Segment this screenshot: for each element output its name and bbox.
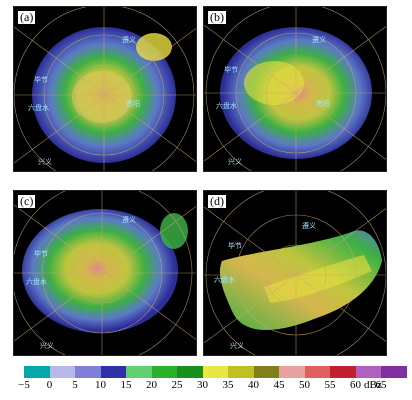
- color-scale-segment: [253, 366, 279, 378]
- place-label: 兴义: [228, 158, 242, 166]
- color-scale-segment: [126, 366, 152, 378]
- color-scale-tick-label: 55: [324, 379, 336, 391]
- color-scale-segment: [202, 366, 228, 378]
- color-scale-tick-label: 60: [350, 379, 361, 391]
- color-scale-tick-label: 25: [171, 379, 183, 391]
- place-label: 遵义: [312, 36, 326, 44]
- color-scale-unit: dBz: [364, 379, 382, 391]
- color-scale-tick-label: 40: [248, 379, 259, 391]
- radar-image-a: [14, 7, 196, 171]
- place-label: 毕节: [34, 250, 48, 258]
- panel-label-c: (c): [17, 194, 37, 209]
- color-scale-segment: [279, 366, 305, 378]
- place-label: 毕节: [34, 76, 48, 84]
- color-scale-segment: [381, 366, 407, 378]
- place-label: 遵义: [122, 36, 136, 44]
- color-scale-bar: [24, 366, 407, 378]
- place-label: 贵阳: [316, 100, 330, 108]
- color-scale-segment: [355, 366, 381, 378]
- place-label: 贵阳: [126, 100, 140, 108]
- color-scale-segment: [75, 366, 101, 378]
- color-scale-segment: [151, 366, 177, 378]
- radar-image-b: [204, 7, 386, 171]
- color-scale-tick-label: −5: [18, 379, 30, 391]
- panel-label-d: (d): [207, 194, 227, 209]
- radar-image-d: [204, 191, 386, 355]
- place-label: 毕节: [224, 66, 238, 74]
- place-label: 遵义: [302, 222, 316, 230]
- place-label: 六盘水: [214, 276, 235, 284]
- color-scale-tick-label: 35: [222, 379, 234, 391]
- radar-panel-a: (a) 遵义 毕节 六盘水 兴义 贵阳: [13, 6, 197, 172]
- color-scale-tick-label: 5: [72, 379, 78, 391]
- color-scale-tick-label: 0: [46, 379, 53, 391]
- color-scale-tick-label: 65: [375, 379, 387, 391]
- color-scale-tick-label: 20: [146, 379, 157, 391]
- color-scale-tick-label: 15: [120, 379, 132, 391]
- place-label: 六盘水: [216, 102, 237, 110]
- color-scale-tick-label: 10: [95, 379, 106, 391]
- place-label: 兴义: [40, 342, 54, 350]
- color-scale-tick-label: 45: [273, 379, 285, 391]
- color-scale-ticks: −5 0 5 10 15 20 25 30 35 40 45 50 55 60 65: [0, 379, 412, 395]
- radar-image-c: [14, 191, 196, 355]
- place-label: 兴义: [38, 158, 52, 166]
- color-scale-tick-label: 30: [197, 379, 208, 391]
- place-label: 六盘水: [28, 104, 49, 112]
- panel-label-a: (a): [17, 10, 37, 25]
- color-scale-tick-label: 50: [299, 379, 310, 391]
- color-scale-segment: [100, 366, 126, 378]
- color-scale-segment: [330, 366, 356, 378]
- place-label: 六盘水: [26, 278, 47, 286]
- place-label: 兴义: [230, 342, 244, 350]
- radar-panel-c: (c) 遵义 毕节 六盘水 兴义: [13, 190, 197, 356]
- color-scale-segment: [24, 366, 50, 378]
- color-scale-segment: [304, 366, 330, 378]
- radar-panel-d: (d) 遵义 毕节 六盘水 兴义: [203, 190, 387, 356]
- color-scale-segment: [49, 366, 75, 378]
- radar-panel-b: (b) 遵义 毕节 六盘水 兴义 贵阳: [203, 6, 387, 172]
- panel-label-b: (b): [207, 10, 227, 25]
- color-scale-segment: [177, 366, 203, 378]
- place-label: 毕节: [228, 242, 242, 250]
- place-label: 遵义: [122, 216, 136, 224]
- color-scale-segment: [228, 366, 254, 378]
